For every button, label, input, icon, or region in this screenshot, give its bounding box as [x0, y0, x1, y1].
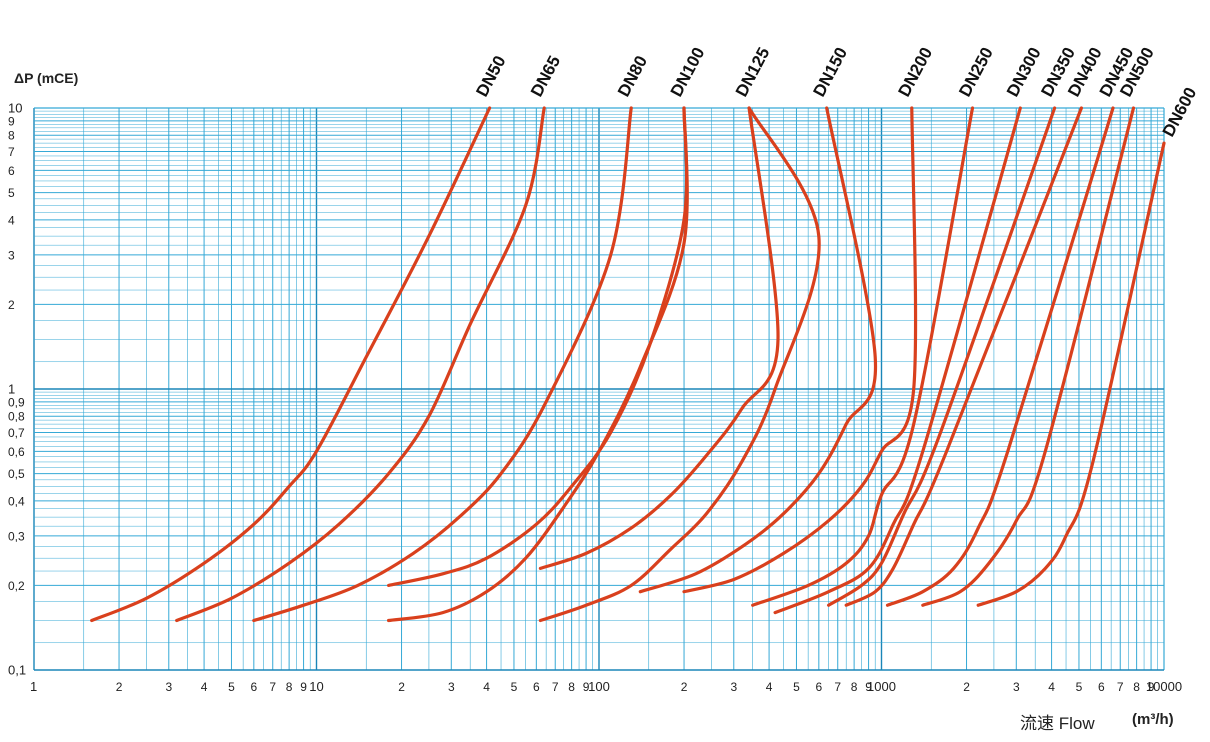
- y-tick-label: 8: [8, 129, 15, 143]
- x-tick-label: 2: [963, 680, 970, 694]
- y-tick-label: 0,5: [8, 467, 25, 481]
- x-tick-label: 5: [228, 680, 235, 694]
- y-tick-label: 2: [8, 298, 15, 312]
- dn-label: DN600: [1159, 84, 1201, 140]
- x-tick-label: 6: [815, 680, 822, 694]
- x-tick-label: 7: [552, 680, 559, 694]
- curve-dn125: [538, 106, 821, 623]
- x-tick-label: 9: [1148, 680, 1155, 694]
- curve-dn300: [773, 106, 1022, 615]
- curve-dn150: [638, 106, 878, 594]
- curve-dn50: [90, 106, 492, 623]
- dn-label: DN200: [895, 44, 937, 100]
- x-tick-label: 10: [309, 679, 323, 694]
- x-tick-label: 5: [511, 680, 518, 694]
- x-tick-label: 3: [448, 680, 455, 694]
- x-tick-label: 8: [568, 680, 575, 694]
- curve-dn350: [827, 106, 1057, 607]
- x-tick-label: 7: [1117, 680, 1124, 694]
- x-tick-label: 6: [250, 680, 257, 694]
- x-tick-label: 100: [588, 679, 610, 694]
- dn-label: DN100: [667, 44, 709, 100]
- curve-dn400: [844, 106, 1083, 607]
- curve-dn65: [175, 106, 546, 623]
- dn-label: DN65: [527, 53, 564, 100]
- curve-dn100: [387, 106, 689, 623]
- dn-label: DN250: [955, 44, 997, 100]
- x-tick-label: 5: [793, 680, 800, 694]
- dn-labels: DN50 DN65 DN80 DN100 DN125 DN150 DN200 DN250 DN3…: [472, 44, 1200, 140]
- x-tick-label: 2: [681, 680, 688, 694]
- dn-label: DN50: [472, 53, 509, 100]
- dn-label: DN80: [614, 53, 651, 100]
- curve-dn100-low: [387, 106, 689, 587]
- curve-dn200: [682, 106, 918, 594]
- y-tick-label: 4: [8, 213, 15, 227]
- x-tick-label: 5: [1076, 680, 1083, 694]
- curve-dn80: [252, 106, 633, 623]
- curve-dn450: [885, 106, 1115, 607]
- x-tick-label: 2: [116, 680, 123, 694]
- x-tick-label: 3: [1013, 680, 1020, 694]
- x-tick-label: 9: [300, 680, 307, 694]
- grid: [33, 107, 1165, 671]
- x-tick-label: 2: [398, 680, 405, 694]
- x-tick-label: 7: [834, 680, 841, 694]
- y-tick-label: 0,3: [8, 529, 25, 543]
- y-tick-label: 0,1: [8, 663, 26, 678]
- x-axis-unit: (m³/h): [1132, 711, 1174, 728]
- x-tick-label: 9: [865, 680, 872, 694]
- y-tick-label: 3: [8, 248, 15, 262]
- y-tick-label: 0,4: [8, 494, 25, 508]
- y-tick-label: 0,7: [8, 426, 25, 440]
- y-axis-label: ΔP (mCE): [14, 70, 79, 86]
- x-tick-label: 3: [730, 680, 737, 694]
- y-tick-label: 1: [8, 382, 15, 397]
- x-tick-label: 8: [851, 680, 858, 694]
- x-tick-label: 8: [1133, 680, 1140, 694]
- x-tick-label: 1000: [867, 679, 896, 694]
- x-tick-label: 9: [583, 680, 590, 694]
- x-tick-label: 4: [1048, 680, 1055, 694]
- curve-dn250: [751, 106, 975, 607]
- curve-dn125-low: [538, 106, 780, 570]
- y-tick-label: 0,2: [8, 579, 25, 593]
- x-tick-label: 10000: [1146, 679, 1182, 694]
- x-tick-label: 4: [483, 680, 490, 694]
- x-tick-label: 6: [533, 680, 540, 694]
- x-tick-label: 4: [201, 680, 208, 694]
- y-tick-label: 9: [8, 114, 15, 128]
- dn-label: DN150: [810, 44, 852, 100]
- y-tick-label: 0,6: [8, 445, 25, 459]
- y-tick-label: 5: [8, 186, 15, 200]
- x-tick-label: 6: [1098, 680, 1105, 694]
- y-tick-label: 0,8: [8, 410, 25, 424]
- x-axis-label: 流速 Flow: [1020, 714, 1095, 733]
- x-tick-label: 7: [269, 680, 276, 694]
- y-tick-label: 7: [8, 145, 15, 159]
- curves: [90, 106, 1166, 623]
- y-tick-label: 6: [8, 164, 15, 178]
- x-tick-label: 8: [286, 680, 293, 694]
- curve-dn500: [921, 106, 1136, 607]
- y-tick-label: 10: [8, 101, 22, 116]
- x-tick-label: 1: [30, 679, 37, 694]
- dn-label: DN125: [732, 44, 774, 100]
- x-tick-label: 4: [766, 680, 773, 694]
- y-tick-label: 0,9: [8, 395, 25, 409]
- curve-dn600: [976, 141, 1166, 607]
- x-tick-label: 3: [165, 680, 172, 694]
